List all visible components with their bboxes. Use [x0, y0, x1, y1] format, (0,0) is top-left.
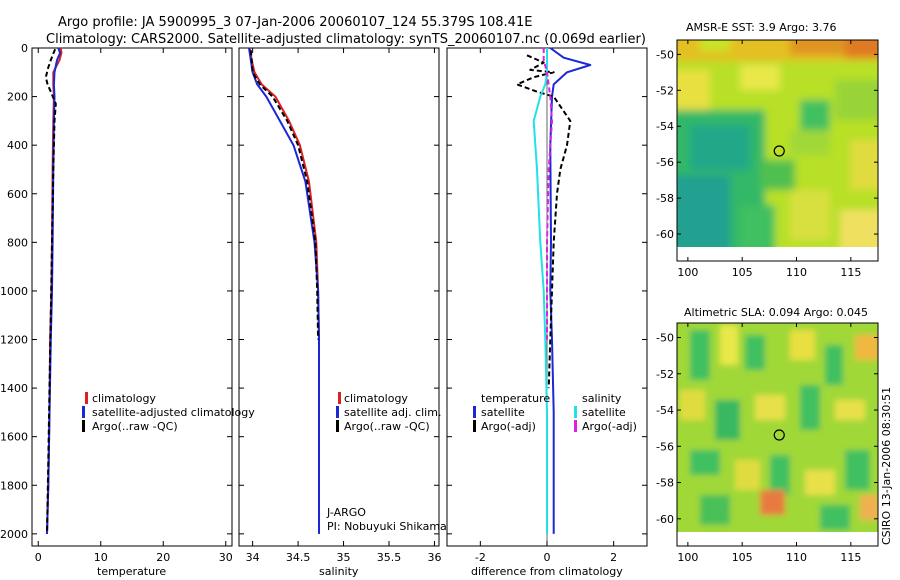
sal-xlabel: salinity — [319, 565, 359, 578]
diff-legend: temperature satellite Argo(-adj) salinit… — [473, 392, 637, 433]
sla_map-ytick-label: -56 — [656, 440, 674, 453]
diff-series-salinity-satellite — [532, 48, 548, 534]
depth-tick-label: 1800 — [0, 479, 28, 492]
legend-diff-sal-argo: Argo(-adj) — [582, 420, 637, 433]
sal-xtick-label: 35 — [337, 551, 351, 564]
sst_map-ytick-label: -50 — [656, 48, 674, 61]
diff-xtick-label: 2 — [610, 551, 617, 564]
legend-temp-argo: Argo(..raw -QC) — [92, 420, 178, 433]
legend-swatch-argo — [82, 420, 85, 432]
sal-xtick-label: 36 — [427, 551, 441, 564]
temp-xtick-label: 10 — [94, 551, 108, 564]
diff-series-salinity-argo-adj- — [542, 48, 553, 340]
legend-temp-satellite: satellite-adjusted climatology — [92, 406, 255, 419]
sla_map-xtick-label: 115 — [840, 551, 861, 564]
legend-swatch-diff-sargo — [574, 420, 577, 432]
sst_map-xtick-label: 100 — [677, 266, 698, 279]
temp-xtick-label: 0 — [35, 551, 42, 564]
diff-xlabel: difference from climatology — [471, 565, 623, 578]
diff-series-temperature-argo-adj- — [516, 54, 572, 389]
sst-map-title: AMSR-E SST: 3.9 Argo: 3.76 — [686, 21, 837, 34]
sst_map-ytick-label: -58 — [656, 192, 674, 205]
diff-xtick-label: 0 — [544, 551, 551, 564]
salinity-panel: 34 34.5 35 35.5 36 — [238, 47, 441, 564]
sst_map-ytick-label: -60 — [656, 228, 674, 241]
sal-xtick-label: 34.5 — [286, 551, 311, 564]
diff-xtick-label: -2 — [475, 551, 486, 564]
annotation-pi: PI: Nobuyuki Shikama — [327, 520, 447, 533]
sal-xtick-label: 35.5 — [377, 551, 402, 564]
legend-diff-sal-satellite: satellite — [582, 406, 626, 419]
sal-series-satellite-adj-clim- — [248, 47, 320, 534]
legend-swatch-sal-sat — [336, 406, 339, 418]
sst-map: 100 105 110 115 -50 -52 -54 -56 -58 -60 — [656, 39, 879, 279]
sla_map-xtick-label: 110 — [786, 551, 807, 564]
sst_map-argo-marker — [773, 145, 785, 157]
depth-tick-label: 1600 — [0, 431, 28, 444]
legend-diff-temperature: temperature — [481, 392, 550, 405]
depth-tick-label: 1000 — [0, 285, 28, 298]
sal-legend: climatology satellite adj. clim. Argo(..… — [336, 392, 441, 433]
temp-xlabel: temperature — [97, 565, 166, 578]
sst_map-ytick-label: -56 — [656, 156, 674, 169]
sla_map-ytick-label: -58 — [656, 477, 674, 490]
sal-series-climatology — [248, 47, 320, 534]
sal-xtick-label: 34 — [246, 551, 260, 564]
depth-tick-label: 200 — [7, 91, 28, 104]
legend-sal-argo: Argo(..raw -QC) — [344, 420, 430, 433]
depth-tick-label: 400 — [7, 139, 28, 152]
legend-swatch-climatology — [85, 392, 88, 404]
sla-map: 100 105 110 115 -50 -52 -54 -56 -58 -60 — [656, 322, 879, 564]
annotation-jargo: J-ARGO — [326, 506, 366, 519]
temp-xtick-label: 20 — [156, 551, 170, 564]
depth-tick-label: 0 — [21, 42, 28, 55]
legend-swatch-diff-tsat — [473, 406, 476, 418]
legend-diff-temp-satellite: satellite — [481, 406, 525, 419]
legend-swatch-sal-argo — [336, 420, 339, 432]
temp-series-argo-raw-qc- — [44, 48, 57, 534]
sal-annotation: J-ARGO PI: Nobuyuki Shikama — [326, 506, 447, 533]
sst_map-xtick-label: 115 — [840, 266, 861, 279]
legend-swatch-sal-clim — [338, 392, 341, 404]
sla_map-ytick-label: -50 — [656, 332, 674, 345]
sla_map-ytick-label: -54 — [656, 404, 674, 417]
legend-diff-temp-argo: Argo(-adj) — [481, 420, 536, 433]
temperature-panel: 0 10 20 30 0 200 400 600 800 1000 1200 1400 1600 1800… — [0, 42, 233, 564]
sla_map-xtick-label: 100 — [677, 551, 698, 564]
sst_map-xtick-label: 105 — [732, 266, 753, 279]
side-label: CSIRO 13-Jan-2006 08:30:51 — [880, 387, 893, 545]
legend-swatch-diff-ssat — [574, 406, 577, 418]
sal-series-argo-raw-qc- — [249, 50, 320, 340]
sst_map-xtick-label: 110 — [786, 266, 807, 279]
legend-sal-satellite: satellite adj. clim. — [344, 406, 441, 419]
depth-tick-label: 800 — [7, 236, 28, 249]
sst_map-ytick-label: -52 — [656, 84, 674, 97]
sla_map-argo-marker — [773, 429, 785, 441]
depth-tick-label: 1400 — [0, 382, 28, 395]
depth-tick-label: 2000 — [0, 528, 28, 541]
temp-legend: climatology satellite-adjusted climatolo… — [82, 392, 255, 433]
sla_map-ytick-label: -60 — [656, 513, 674, 526]
legend-sal-climatology: climatology — [344, 392, 408, 405]
sal-axes-box — [238, 47, 440, 547]
header-title: Argo profile: JA 5900995_3 07-Jan-2006 2… — [58, 15, 532, 30]
temp-xtick-label: 30 — [219, 551, 233, 564]
depth-tick-label: 1200 — [0, 334, 28, 347]
legend-swatch-satellite — [82, 406, 85, 418]
sla_map-ytick-label: -52 — [656, 368, 674, 381]
temp-axes-box — [31, 47, 233, 547]
difference-panel: -2 0 2 — [446, 47, 648, 564]
depth-tick-label: 600 — [7, 188, 28, 201]
sla_map-xtick-label: 105 — [732, 551, 753, 564]
legend-temp-climatology: climatology — [92, 392, 156, 405]
legend-swatch-diff-targo — [473, 420, 476, 432]
sla-map-title: Altimetric SLA: 0.094 Argo: 0.045 — [684, 306, 868, 319]
sst_map-ytick-label: -54 — [656, 120, 674, 133]
legend-diff-salinity: salinity — [582, 392, 622, 405]
header-subtitle: Climatology: CARS2000. Satellite-adjuste… — [46, 32, 646, 47]
